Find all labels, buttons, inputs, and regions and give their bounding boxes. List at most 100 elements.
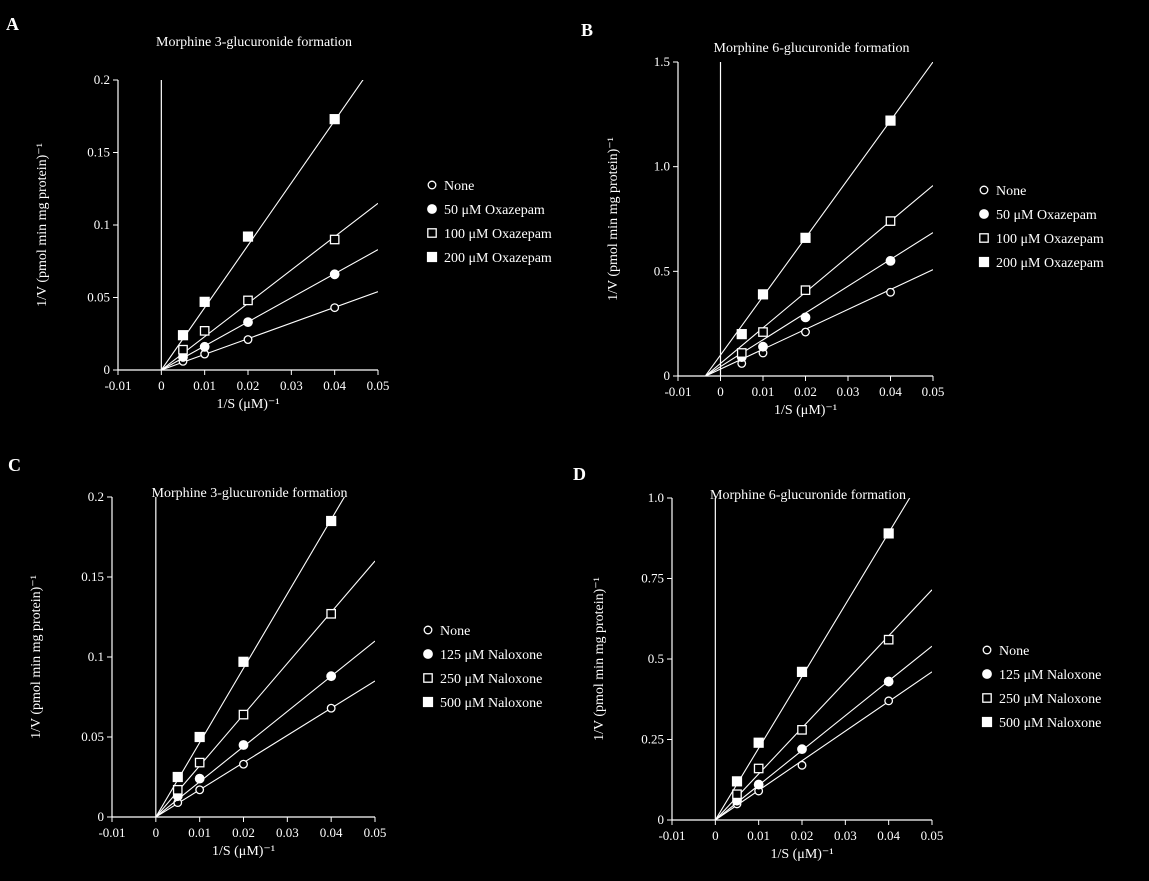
- panel-c-xtick-label: 0.03: [276, 825, 299, 840]
- panel-a-series-line: [160, 80, 364, 370]
- panel-b-series-line: [705, 62, 933, 376]
- panel-d-legend-label: None: [999, 644, 1029, 659]
- panel-c-series-0: [154, 680, 375, 817]
- panel-b-legend-marker: [979, 233, 989, 243]
- panel-c-series-3: [155, 497, 346, 817]
- panel-c-data-point: [326, 515, 337, 527]
- panel-c-data-point: [195, 785, 205, 795]
- panel-d-series-0: [714, 671, 932, 820]
- panel-a-xtick-label: 0.05: [367, 378, 390, 393]
- panel-c-ytick-label: 0.05: [81, 729, 104, 744]
- panel-c-series-line: [154, 640, 375, 817]
- panel-a-series-2: [160, 202, 378, 370]
- panel-b-legend-marker: [979, 185, 989, 195]
- panel-a-xtick-label: 0.02: [237, 378, 260, 393]
- panel-c-legend-label: None: [440, 624, 470, 639]
- panel-b-letter: B: [581, 20, 593, 40]
- panel-d-data-point: [796, 666, 808, 677]
- panel-d-data-point: [731, 776, 743, 787]
- panel-b-data-point: [800, 312, 811, 323]
- panel-d-series-line: [714, 589, 932, 820]
- panel-a-series-1: [161, 249, 378, 370]
- panel-b-series-2: [705, 185, 933, 376]
- panel-b-legend-label: 100 μM Oxazepam: [996, 232, 1104, 247]
- panel-b-xtick-label: 0.01: [752, 384, 775, 399]
- panel-c-data-point: [172, 784, 183, 795]
- panel-c-data-point: [238, 656, 249, 667]
- panel-a-ytick-label: 0: [104, 362, 111, 377]
- panel-c-letter: C: [8, 455, 21, 475]
- panel-d-ytick-label: 0.75: [641, 571, 664, 586]
- panel-d-legend-marker: [982, 693, 992, 703]
- panel-d-series-line: [714, 671, 932, 820]
- panel-d-data-point: [797, 744, 807, 755]
- panel-a-xtick-label: 0: [158, 378, 165, 393]
- panel-c-data-point: [326, 608, 337, 619]
- panel-d-ytick-label: 1.0: [648, 490, 664, 505]
- panel-d-data-point: [753, 737, 764, 748]
- panel-d-series-line: [714, 645, 932, 820]
- panel-a-xtick-label: 0.04: [323, 378, 346, 393]
- panel-d-data-point: [753, 763, 764, 774]
- panel-a-xtick-label: 0.01: [193, 378, 216, 393]
- panel-d-legend-label: 500 μM Naloxone: [999, 716, 1101, 731]
- panel-b-data-point: [757, 289, 769, 300]
- panel-d-ytick-label: 0.25: [641, 732, 664, 747]
- panel-a-series-3: [160, 80, 364, 370]
- panel-c-series-line: [155, 497, 346, 817]
- panel-d-letter: D: [573, 464, 586, 484]
- panel-a-series-line: [161, 291, 378, 370]
- panel-d-legend-marker: [982, 645, 992, 655]
- panel-a-data-point: [199, 296, 210, 307]
- panel-d-data-point: [753, 779, 764, 790]
- panel-c-xtick-label: 0.02: [232, 825, 255, 840]
- panel-d-xlabel: 1/S (μM)⁻¹: [770, 847, 833, 862]
- panel-a-legend-marker: [427, 204, 437, 214]
- panel-c-data-point: [326, 671, 337, 682]
- panel-c-ytick-label: 0: [98, 809, 105, 824]
- panel-d-data-point: [883, 676, 894, 687]
- panel-c-data-point: [194, 773, 205, 784]
- panel-a-series-line: [161, 249, 378, 370]
- panel-c-legend-label: 250 μM Naloxone: [440, 672, 542, 687]
- panel-c-ytick-label: 0.15: [81, 569, 104, 584]
- panel-b-legend-marker: [979, 209, 989, 219]
- panel-c-legend-marker: [423, 649, 433, 659]
- panel-c-ytick-label: 0.2: [88, 489, 104, 504]
- panel-a-legend-label: 200 μM Oxazepam: [444, 251, 552, 266]
- panel-a-legend-label: 50 μM Oxazepam: [444, 203, 545, 218]
- panel-a-data-point: [177, 330, 189, 341]
- panel-b-legend-label: None: [996, 184, 1026, 199]
- panel-a-legend: None 50 μM Oxazepam 100 μM Oxazepam 200 μM …: [426, 179, 552, 266]
- panel-c-series-line: [154, 680, 375, 817]
- panel-c-legend-label: 125 μM Naloxone: [440, 648, 542, 663]
- panel-d-xtick-label: 0.05: [921, 828, 944, 843]
- panel-b-xtick-label: 0.04: [879, 384, 902, 399]
- panel-c-legend-label: 500 μM Naloxone: [440, 696, 542, 711]
- panel-c-xtick-label: 0: [153, 825, 160, 840]
- panel-b-data-point: [885, 115, 896, 126]
- panel-b-data-point: [758, 327, 768, 337]
- panel-a-data-point: [329, 234, 340, 245]
- panel-a-legend-marker: [427, 180, 437, 190]
- panel-d-xtick-label: 0.01: [747, 828, 770, 843]
- panel-d-data-point: [732, 789, 742, 800]
- panel-a-xlabel: 1/S (μM)⁻¹: [216, 397, 279, 412]
- panel-a-ytick-label: 0.05: [87, 290, 110, 305]
- panel-d-ytick-label: 0: [658, 812, 665, 827]
- panel-d-ytick-label: 0.5: [648, 651, 664, 666]
- panel-a-ytick-label: 0.15: [87, 145, 110, 160]
- panel-b-data-point: [800, 285, 811, 296]
- panel-b-xtick-label: 0.05: [922, 384, 945, 399]
- panel-a-data-point: [242, 231, 254, 242]
- panel-b-ytick-label: 0.5: [654, 263, 670, 278]
- panel-a-data-point: [330, 303, 340, 313]
- panel-b-xtick-label: 0: [717, 384, 724, 399]
- panel-a-data-point: [243, 295, 253, 306]
- panel-c-data-point: [238, 740, 249, 750]
- panel-c-data-point: [238, 709, 249, 720]
- panel-c-xtick-label: -0.01: [98, 825, 125, 840]
- panel-b-data-point: [885, 216, 896, 226]
